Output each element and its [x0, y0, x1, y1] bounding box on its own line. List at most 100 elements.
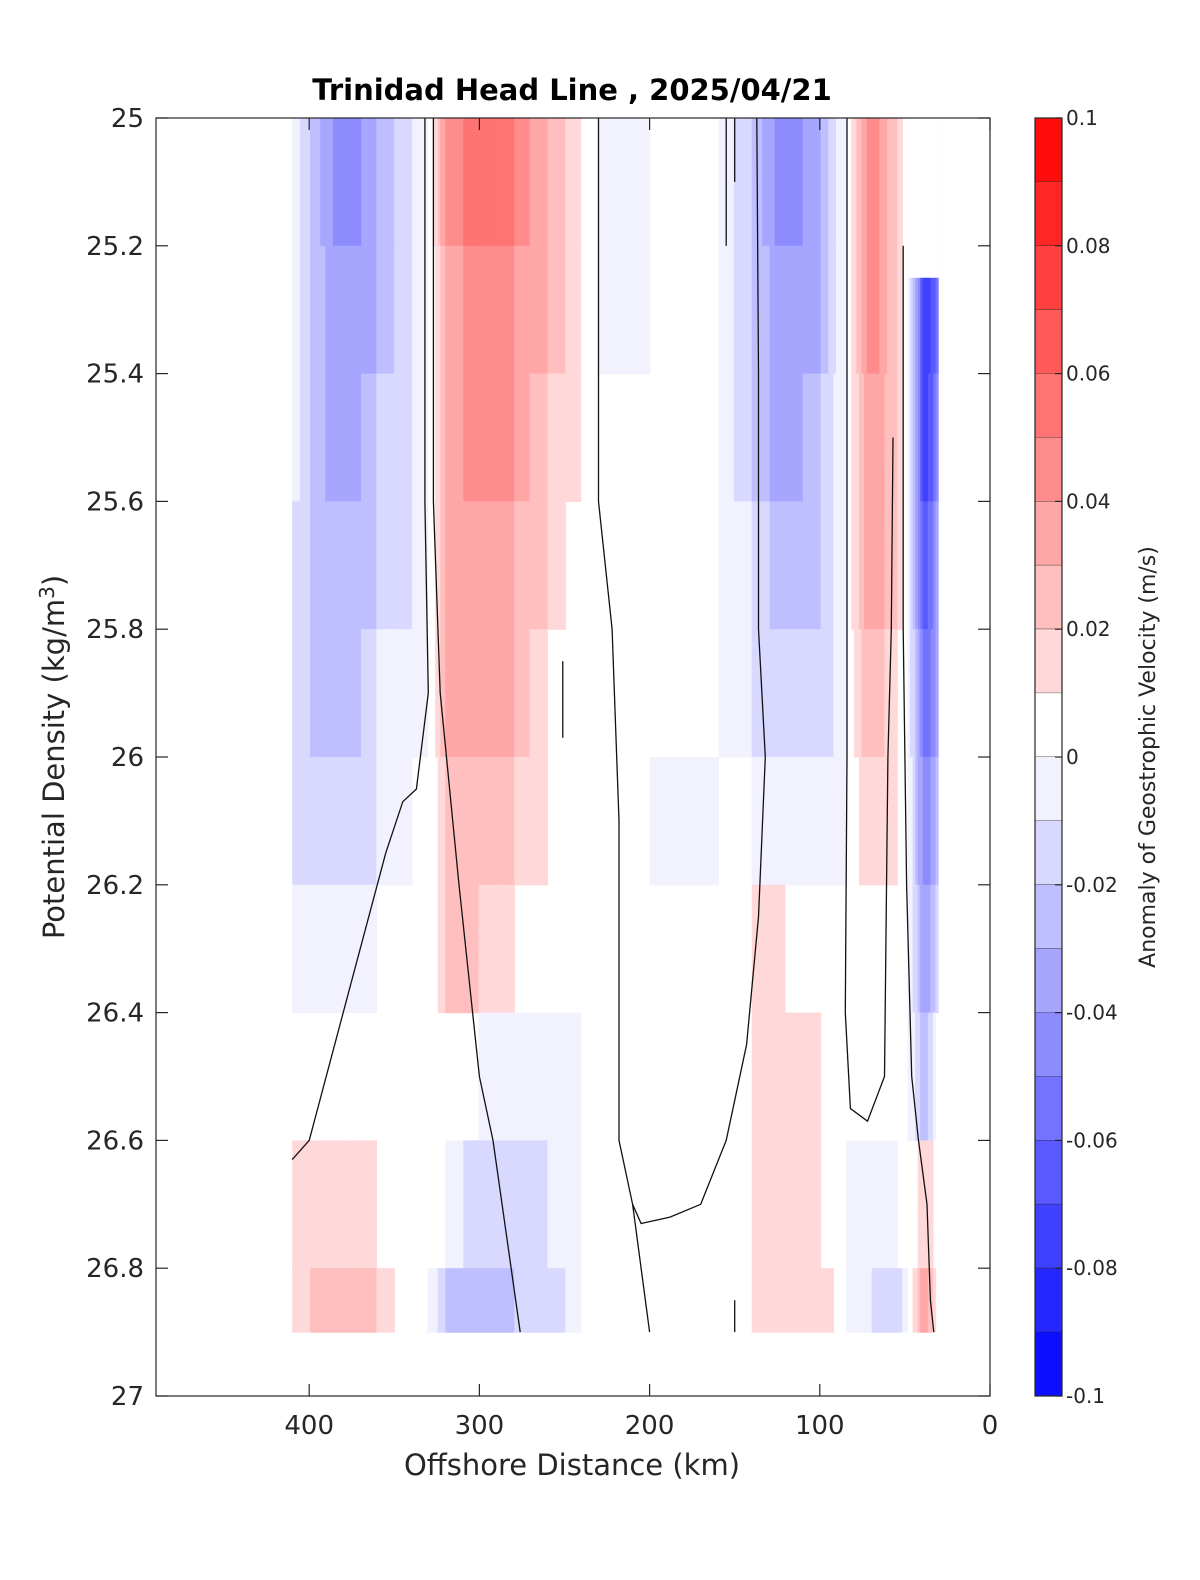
- field-cell: [835, 118, 840, 247]
- field-cell: [797, 1140, 801, 1269]
- field-cell: [501, 1268, 505, 1333]
- field-cell: [399, 757, 403, 886]
- field-cell: [468, 757, 472, 886]
- field-cell: [810, 373, 814, 502]
- field-cell: [769, 501, 773, 630]
- field-cell: [440, 118, 444, 247]
- field-cell: [338, 245, 342, 375]
- field-cell: [930, 884, 934, 1014]
- field-cell: [498, 118, 503, 247]
- field-cell: [453, 884, 457, 1014]
- field-cell: [930, 373, 934, 502]
- field-cell: [504, 373, 508, 502]
- field-cell: [736, 501, 740, 630]
- field-cell: [335, 118, 339, 247]
- field-cell: [810, 757, 814, 886]
- field-cell: [552, 373, 556, 502]
- field-cell: [368, 118, 372, 247]
- field-cell: [453, 1268, 457, 1333]
- field-cell: [348, 373, 352, 502]
- field-cell: [384, 1268, 388, 1333]
- field-cell: [557, 501, 561, 630]
- field-cell: [871, 373, 875, 502]
- field-cell: [723, 245, 727, 375]
- field-cell: [368, 373, 372, 502]
- field-cell: [560, 245, 564, 375]
- field-cell: [389, 1268, 393, 1333]
- field-cell: [491, 1012, 495, 1141]
- field-cell: [815, 757, 819, 886]
- field-cell: [820, 118, 824, 247]
- field-cell: [478, 1268, 482, 1333]
- field-cell: [419, 245, 423, 375]
- field-cell: [292, 373, 296, 502]
- field-cell: [823, 245, 827, 375]
- field-cell: [562, 373, 566, 502]
- field-cell: [445, 884, 449, 1014]
- field-cell: [465, 1140, 469, 1269]
- field-cell: [544, 1140, 549, 1269]
- field-cell: [299, 1140, 303, 1269]
- field-cell: [925, 245, 929, 375]
- field-cell: [463, 245, 467, 375]
- field-cell: [547, 1140, 551, 1269]
- field-cell: [754, 757, 758, 886]
- field-cell: [838, 118, 842, 247]
- field-cell: [815, 373, 819, 502]
- field-cell: [764, 118, 768, 247]
- field-cell: [481, 118, 485, 247]
- field-cell: [450, 884, 454, 1014]
- zero-contour-line: [432, 118, 521, 1333]
- field-cell: [761, 245, 766, 375]
- y-tick-label: 25.4: [86, 360, 144, 390]
- field-cell: [435, 629, 439, 758]
- field-cell: [294, 501, 298, 630]
- field-cell: [830, 757, 835, 886]
- field-cell: [539, 373, 543, 502]
- field-cell: [335, 373, 339, 502]
- field-cell: [527, 118, 531, 247]
- field-cell: [407, 629, 411, 758]
- field-cell: [501, 629, 505, 758]
- field-cell: [297, 884, 301, 1014]
- colorbar-tick-label: -0.02: [1066, 873, 1118, 897]
- field-cell: [552, 501, 556, 630]
- field-cell: [488, 757, 492, 886]
- field-cell: [550, 1268, 554, 1333]
- field-cell: [504, 884, 508, 1014]
- field-cell: [320, 501, 324, 630]
- field-cell: [685, 757, 689, 886]
- field-cell: [731, 373, 735, 502]
- field-cell: [521, 501, 526, 630]
- field-cell: [810, 501, 814, 630]
- field-cell: [858, 629, 863, 758]
- field-cell: [460, 884, 464, 1014]
- field-cell: [389, 629, 393, 758]
- field-cell: [491, 118, 495, 247]
- field-cell: [450, 118, 454, 247]
- field-cell: [529, 1268, 533, 1333]
- field-cell: [925, 1268, 929, 1333]
- field-cell: [930, 1268, 934, 1333]
- field-cell: [876, 757, 880, 886]
- field-cell: [478, 757, 482, 886]
- colorbar-tick-label: -0.06: [1066, 1128, 1118, 1152]
- field-cell: [350, 118, 355, 247]
- field-cell: [769, 1140, 773, 1269]
- field-cell: [912, 501, 916, 630]
- field-cell: [483, 1268, 487, 1333]
- field-cell: [774, 1268, 778, 1333]
- field-cell: [519, 501, 523, 630]
- field-cell: [823, 629, 827, 758]
- colorbar-segment: [1035, 437, 1062, 502]
- field-cell: [805, 757, 809, 886]
- field-cell: [915, 884, 919, 1014]
- field-cell: [458, 757, 462, 886]
- field-cell: [754, 1268, 758, 1333]
- field-cell: [468, 1268, 472, 1333]
- field-cell: [327, 501, 332, 630]
- field-cell: [539, 245, 543, 375]
- field-cell: [927, 1268, 932, 1333]
- field-cell: [542, 373, 546, 502]
- field-cell: [874, 1268, 878, 1333]
